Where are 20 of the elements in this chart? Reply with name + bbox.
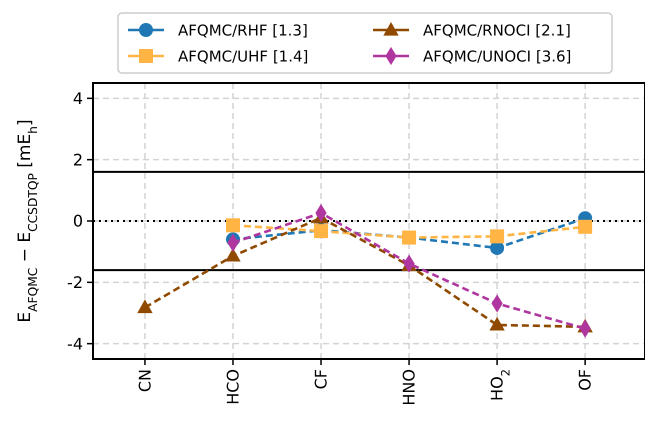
point xyxy=(225,248,241,262)
point xyxy=(226,218,240,232)
point xyxy=(489,316,505,331)
y-tick-label: -4 xyxy=(67,334,83,354)
legend-label: AFQMC/RHF [1.3] xyxy=(178,21,308,40)
x-tick-label: CN xyxy=(136,369,155,392)
y-tick-label: 0 xyxy=(72,212,83,231)
x-tick-label: HNO xyxy=(400,369,419,406)
y-tick-label: -2 xyxy=(67,272,83,292)
x-tick-label: HCO xyxy=(224,369,243,405)
y-tick-label: 4 xyxy=(72,88,83,108)
legend-label: AFQMC/UHF [1.4] xyxy=(178,47,308,66)
x-tick-label: OF xyxy=(576,369,595,391)
point xyxy=(578,220,592,234)
point xyxy=(490,229,504,244)
y-tick-label: 2 xyxy=(72,150,83,170)
legend-label: AFQMC/UNOCI [3.6] xyxy=(423,47,572,66)
point xyxy=(137,299,153,314)
x-tick-label: CF xyxy=(312,369,331,390)
legend-label: AFQMC/RNOCI [2.1] xyxy=(423,21,571,40)
